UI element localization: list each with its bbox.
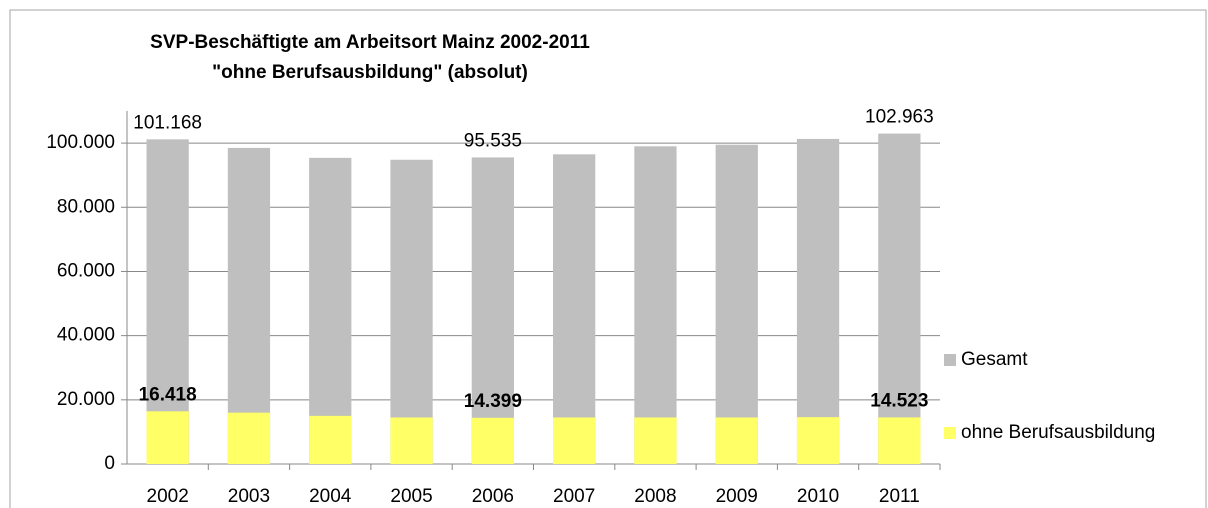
chart-frame — [9, 9, 1207, 508]
bar — [309, 157, 352, 464]
x-tick-label: 2008 — [634, 486, 676, 507]
bar — [715, 144, 758, 465]
bar — [390, 417, 433, 464]
y-tick-label: 100.000 — [46, 132, 115, 153]
chart-title: SVP-Beschäftigte am Arbeitsort Mainz 200… — [150, 32, 590, 53]
x-tick-label: 2004 — [309, 486, 352, 507]
bar — [390, 159, 433, 464]
x-tick-label: 2011 — [879, 486, 920, 507]
x-tick-label: 2009 — [716, 486, 758, 507]
bar — [146, 411, 189, 464]
bar — [227, 412, 271, 464]
bar — [878, 417, 921, 464]
x-tick-label: 2007 — [553, 486, 595, 507]
x-tick-label: 2003 — [228, 486, 270, 507]
chart-subtitle: "ohne Berufsausbildung" (absolut) — [212, 62, 528, 83]
legend-swatch — [944, 427, 956, 439]
x-tick-label: 2002 — [147, 486, 189, 507]
bar — [796, 138, 840, 464]
y-tick-label: 80.000 — [57, 196, 115, 217]
bar — [309, 415, 352, 464]
bar — [553, 417, 596, 464]
x-tick-label: 2010 — [797, 486, 839, 507]
x-tick-label: 2006 — [472, 486, 514, 507]
legend-label: Gesamt — [961, 349, 1028, 370]
data-label: 14.399 — [464, 391, 522, 412]
bar — [471, 157, 514, 464]
data-label: 95.535 — [464, 130, 522, 151]
data-label: 101.168 — [133, 112, 202, 133]
bar — [553, 154, 596, 464]
y-tick-label: 40.000 — [57, 325, 115, 346]
data-label: 16.418 — [139, 384, 197, 405]
legend-swatch — [944, 354, 956, 366]
bar — [878, 133, 921, 464]
y-tick-label: 0 — [104, 453, 115, 474]
bar — [634, 417, 677, 464]
x-tick-label: 2005 — [390, 486, 432, 507]
bar — [471, 417, 514, 464]
bar — [146, 139, 189, 464]
data-label: 14.523 — [870, 390, 928, 411]
bar — [796, 417, 840, 464]
y-tick-label: 20.000 — [57, 389, 115, 410]
bar — [634, 146, 677, 465]
y-tick-label: 60.000 — [57, 260, 115, 281]
bar — [715, 417, 758, 464]
bar — [227, 147, 271, 464]
data-label: 102.963 — [865, 107, 934, 128]
legend-label: ohne Berufsausbildung — [961, 422, 1155, 443]
